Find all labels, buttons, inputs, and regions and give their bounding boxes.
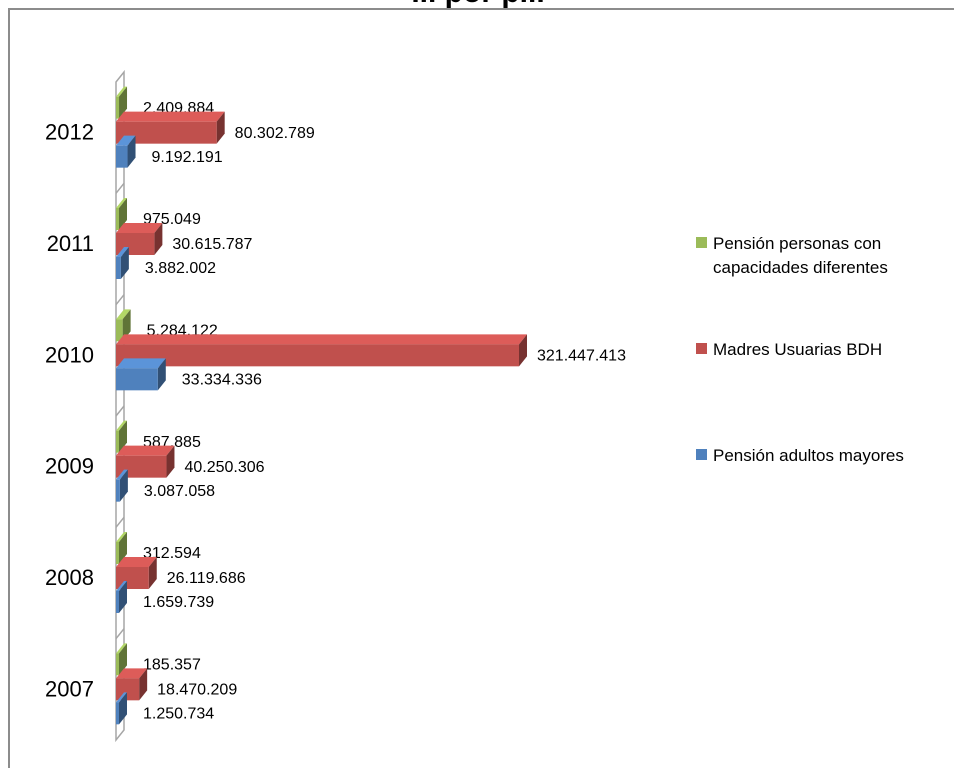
y-tick-label: 2011 <box>47 231 94 256</box>
data-label: 3.087.058 <box>144 483 215 500</box>
bar-top <box>116 668 148 679</box>
data-label: 1.659.739 <box>143 594 214 611</box>
bar-top <box>116 111 225 122</box>
axis-tick <box>115 516 125 528</box>
bar-side <box>119 420 127 453</box>
bar-top <box>116 135 136 146</box>
bar <box>116 702 119 725</box>
axis-tick <box>115 405 125 417</box>
legend-swatch <box>696 343 707 354</box>
bar <box>116 678 140 701</box>
bar <box>116 208 119 230</box>
data-label: 312.594 <box>143 545 201 562</box>
bar-top <box>116 334 527 345</box>
bar <box>116 455 167 478</box>
y-tick-label: 2009 <box>45 454 94 479</box>
bar <box>116 319 123 342</box>
bar <box>116 653 119 676</box>
data-label: 26.119.686 <box>167 570 246 587</box>
bar-side <box>148 557 157 589</box>
bar <box>116 430 119 453</box>
legend-swatch <box>696 449 707 460</box>
bar <box>116 479 120 502</box>
bar-side <box>119 198 127 230</box>
axis-tick <box>115 628 125 640</box>
bar-top <box>116 445 175 456</box>
y-tick-label: 2012 <box>45 120 94 145</box>
y-tick-label: 2007 <box>45 676 94 701</box>
bar-side <box>119 643 127 676</box>
bar-top <box>116 358 166 369</box>
bar-side <box>120 247 129 279</box>
legend-label: Pensión adultos mayores <box>713 446 904 465</box>
bar-top <box>116 86 128 97</box>
bar-side <box>154 223 163 255</box>
bar-side <box>119 692 127 725</box>
bar-top <box>116 198 127 208</box>
bar-side <box>166 445 175 478</box>
data-label: 321.447.413 <box>537 348 626 365</box>
bar-side <box>216 111 225 144</box>
bar <box>116 368 158 391</box>
bar-top <box>116 420 127 431</box>
bar <box>116 344 519 367</box>
axis-tick <box>115 294 125 306</box>
bar-top <box>116 309 131 320</box>
chart-frame <box>8 8 954 768</box>
bar <box>116 145 128 168</box>
bar-top <box>116 581 127 591</box>
legend-label: Madres Usuarias BDH <box>713 340 883 359</box>
bar-side <box>519 334 527 367</box>
data-label: 33.334.336 <box>182 372 262 389</box>
legend-swatch <box>696 237 707 248</box>
bar-side <box>119 86 128 119</box>
bar-top <box>116 557 157 567</box>
bar-top <box>116 643 127 654</box>
bar-side <box>119 469 128 502</box>
data-label: 80.302.789 <box>235 125 315 142</box>
bar-side <box>119 532 127 564</box>
bar-top <box>116 223 163 233</box>
chart-title: ... por p... <box>0 0 956 10</box>
bar-side <box>122 309 131 342</box>
bar-top <box>116 469 128 480</box>
bar-top <box>116 247 129 257</box>
data-label: 3.882.002 <box>145 260 216 277</box>
data-label: 185.357 <box>143 657 201 674</box>
data-label: 9.192.191 <box>152 149 223 166</box>
bar-side <box>119 581 127 613</box>
bar <box>116 96 120 119</box>
bar-side <box>139 668 148 701</box>
bar <box>116 591 119 613</box>
legend-label: Pensión personas con capacidades diferen… <box>713 234 888 277</box>
y-tick-label: 2010 <box>45 342 94 367</box>
data-label: 18.470.209 <box>157 682 237 699</box>
bar <box>116 257 121 279</box>
axis-tick <box>115 182 125 194</box>
data-label: 1.250.734 <box>143 706 214 723</box>
bar-side <box>127 135 136 168</box>
bar-side <box>157 358 166 391</box>
data-label: 30.615.787 <box>172 236 252 253</box>
axis-wall <box>115 69 125 743</box>
bar <box>116 542 119 564</box>
bar-top <box>116 692 127 703</box>
bar <box>116 121 217 144</box>
y-tick-label: 2008 <box>45 565 94 590</box>
bar-top <box>116 532 127 542</box>
data-label: 40.250.306 <box>184 459 264 476</box>
